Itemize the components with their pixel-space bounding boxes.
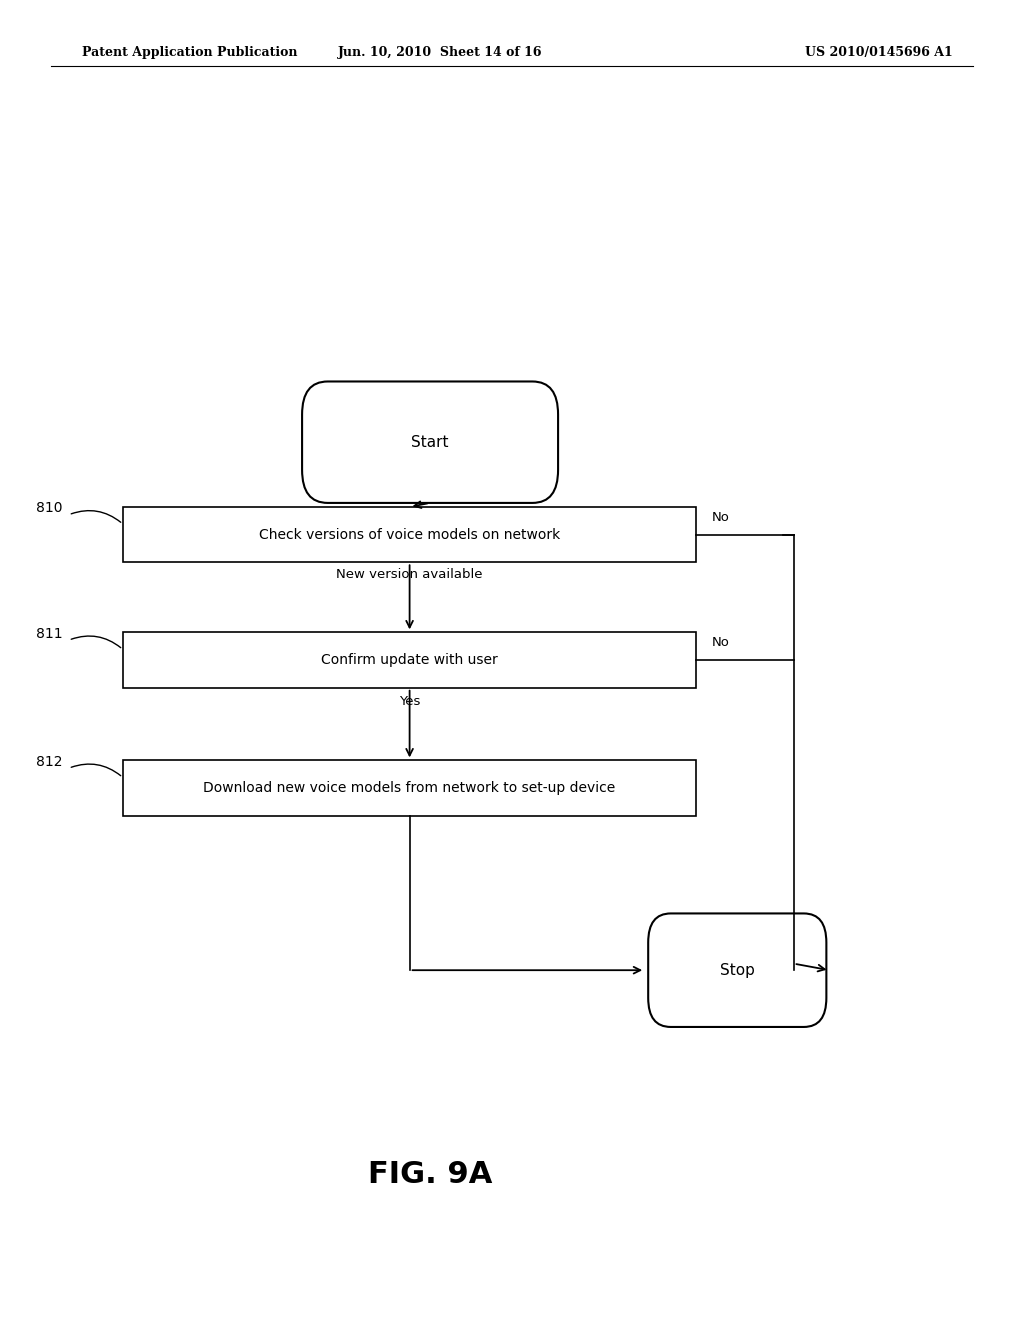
Text: FIG. 9A: FIG. 9A <box>368 1160 493 1189</box>
Text: Check versions of voice models on network: Check versions of voice models on networ… <box>259 528 560 541</box>
FancyBboxPatch shape <box>302 381 558 503</box>
Text: No: No <box>712 511 729 524</box>
Text: Download new voice models from network to set-up device: Download new voice models from network t… <box>204 781 615 795</box>
Text: No: No <box>712 636 729 649</box>
Text: Yes: Yes <box>399 696 420 708</box>
Text: US 2010/0145696 A1: US 2010/0145696 A1 <box>805 46 952 59</box>
Text: Confirm update with user: Confirm update with user <box>322 653 498 667</box>
Text: Start: Start <box>412 434 449 450</box>
Text: Patent Application Publication: Patent Application Publication <box>82 46 297 59</box>
Bar <box>123 507 696 562</box>
Text: New version available: New version available <box>336 569 483 582</box>
FancyBboxPatch shape <box>648 913 826 1027</box>
Text: Stop: Stop <box>720 962 755 978</box>
Bar <box>123 632 696 688</box>
Text: 812: 812 <box>36 755 62 768</box>
Bar <box>123 760 696 816</box>
Text: Jun. 10, 2010  Sheet 14 of 16: Jun. 10, 2010 Sheet 14 of 16 <box>338 46 543 59</box>
Text: 810: 810 <box>36 502 62 515</box>
Text: 811: 811 <box>36 627 62 640</box>
